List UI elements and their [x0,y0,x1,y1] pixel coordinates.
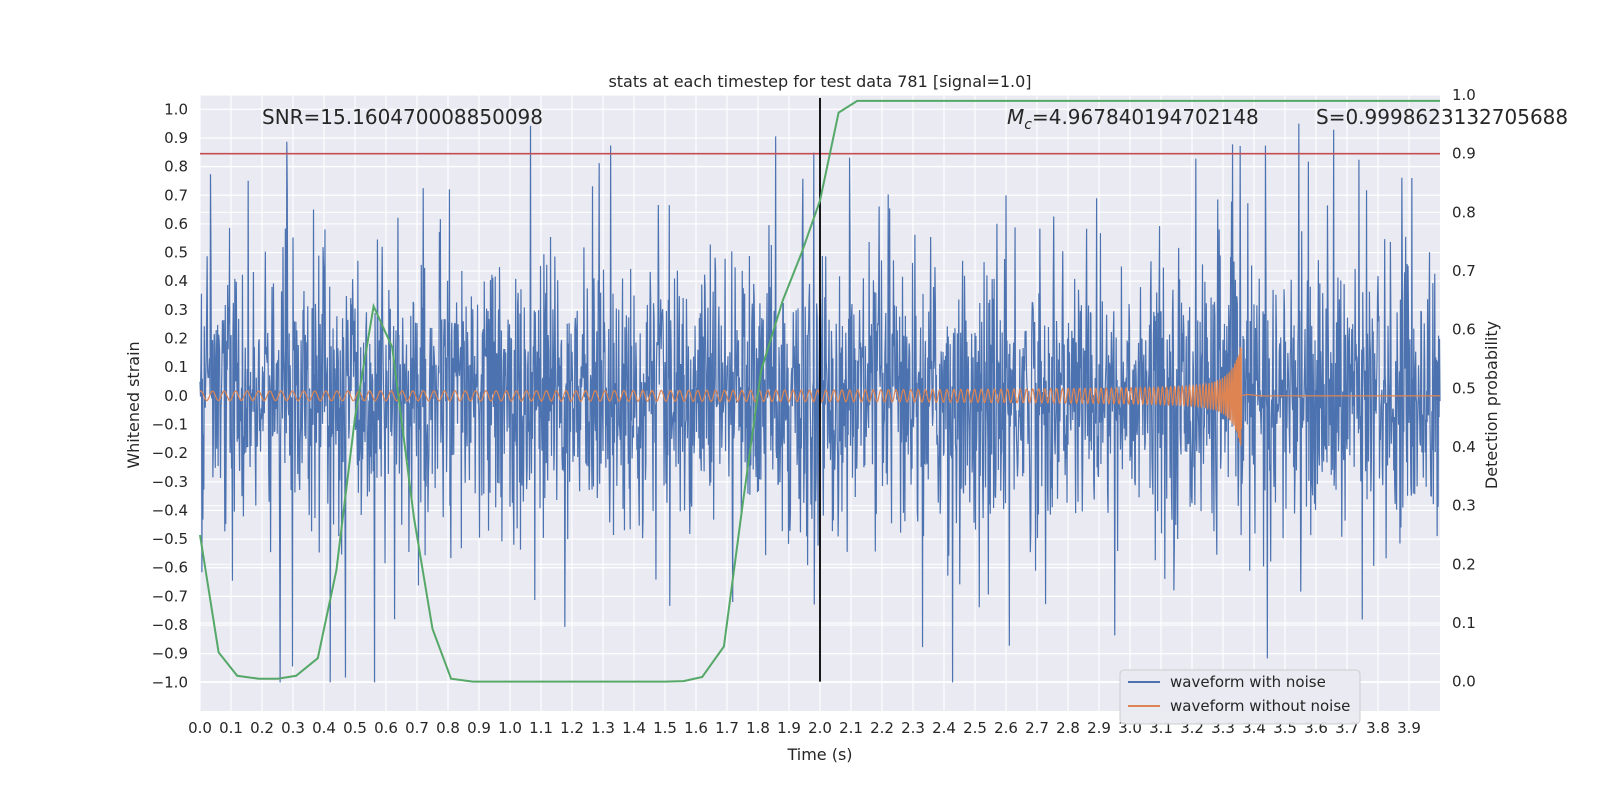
x-tick-label-7: 0.7 [405,719,429,737]
overlay [199,97,1440,683]
x-tick-label-27: 2.7 [1025,719,1049,737]
x-tick-label-2: 0.2 [250,719,274,737]
y-left-tick-label-18: −0.8 [152,616,188,634]
y-right-tick-label-8: 0.2 [1452,555,1476,573]
mc-value: =4.967840194702148 [1032,105,1259,129]
x-tick-label-3: 0.3 [281,719,305,737]
x-tick-label-6: 0.6 [374,719,398,737]
x-tick-label-22: 2.2 [870,719,894,737]
y-left-tick-label-8: 0.2 [164,330,188,348]
y-right-tick-label-10: 0.0 [1452,673,1476,691]
legend-label-clean: waveform without noise [1170,697,1350,715]
x-tick-label-20: 2.0 [808,719,832,737]
x-tick-label-13: 1.3 [591,719,615,737]
y-right-tick-label-5: 0.5 [1452,379,1476,397]
y-left-tick-label-5: 0.5 [164,244,188,262]
y-left-tick-label-14: −0.4 [152,501,188,519]
x-tick-label-9: 0.9 [467,719,491,737]
y-left-tick-label-15: −0.5 [152,530,188,548]
x-tick-label-23: 2.3 [901,719,925,737]
x-tick-label-11: 1.1 [529,719,553,737]
x-tick-label-18: 1.8 [746,719,770,737]
x-tick-label-15: 1.5 [653,719,677,737]
legend: waveform with noise waveform without noi… [1119,669,1361,725]
x-tick-label-38: 3.8 [1366,719,1390,737]
x-tick-label-0: 0.0 [188,719,212,737]
y-right-tick-label-0: 1.0 [1452,86,1476,104]
y-left-tick-label-3: 0.7 [164,186,188,204]
mc-symbol: M [1007,105,1024,129]
y-right-tick-label-3: 0.7 [1452,262,1476,280]
y-left-tick-label-1: 0.9 [164,129,188,147]
y-right-tick-label-1: 0.9 [1452,145,1476,163]
detection-probability-line [199,99,1440,683]
y-left-tick-label-4: 0.6 [164,215,188,233]
mc-subscript: c [1024,117,1032,133]
y-left-tick-label-7: 0.3 [164,301,188,319]
snr-annotation: SNR=15.160470008850098 [262,105,543,129]
x-tick-label-8: 0.8 [436,719,460,737]
legend-label-noisy: waveform with noise [1170,673,1326,691]
y-left-tick-label-9: 0.1 [164,358,188,376]
y-left-tick-label-11: −0.1 [152,415,188,433]
x-tick-label-28: 2.8 [1056,719,1080,737]
s-annotation: S=0.9998623132705688 [1316,105,1568,129]
x-axis-label: Time (s) [786,745,852,764]
x-tick-label-10: 1.0 [498,719,522,737]
y-left-tick-label-10: 0.0 [164,387,188,405]
y-left-tick-label-0: 1.0 [164,100,188,118]
y-right-tick-label-6: 0.4 [1452,438,1476,456]
x-tick-label-14: 1.4 [622,719,646,737]
y-left-tick-label-6: 0.4 [164,272,188,290]
y-left-tick-label-17: −0.7 [152,587,188,605]
x-tick-label-12: 1.2 [560,719,584,737]
y-right-tick-label-2: 0.8 [1452,203,1476,221]
chart-title: stats at each timestep for test data 781… [608,72,1031,91]
x-tick-label-26: 2.6 [994,719,1018,737]
y-left-tick-label-16: −0.6 [152,559,188,577]
x-tick-label-24: 2.4 [932,719,956,737]
y-axis-label-right: Detection probability [1482,321,1501,489]
legend-box [1119,669,1361,725]
x-tick-label-29: 2.9 [1087,719,1111,737]
chirp-mass-annotation: Mc=4.967840194702148 [1007,105,1259,133]
y-left-tick-label-20: −1.0 [152,673,188,691]
y-axis-label-left: Whitened strain [124,341,143,468]
x-tick-label-16: 1.6 [684,719,708,737]
y-left-tick-label-2: 0.8 [164,158,188,176]
x-tick-label-39: 3.9 [1397,719,1421,737]
x-tick-label-21: 2.1 [839,719,863,737]
x-tick-label-25: 2.5 [963,719,987,737]
x-tick-label-1: 0.1 [219,719,243,737]
y-left-tick-label-13: −0.3 [152,473,188,491]
y-right-tick-label-4: 0.6 [1452,321,1476,339]
x-tick-label-5: 0.5 [343,719,367,737]
y-left-tick-label-12: −0.2 [152,444,188,462]
x-tick-label-19: 1.9 [777,719,801,737]
y-right-tick-label-9: 0.1 [1452,614,1476,632]
x-tick-label-4: 0.4 [312,719,336,737]
y-right-tick-label-7: 0.3 [1452,497,1476,515]
y-left-tick-label-19: −0.9 [152,645,188,663]
x-tick-label-17: 1.7 [715,719,739,737]
